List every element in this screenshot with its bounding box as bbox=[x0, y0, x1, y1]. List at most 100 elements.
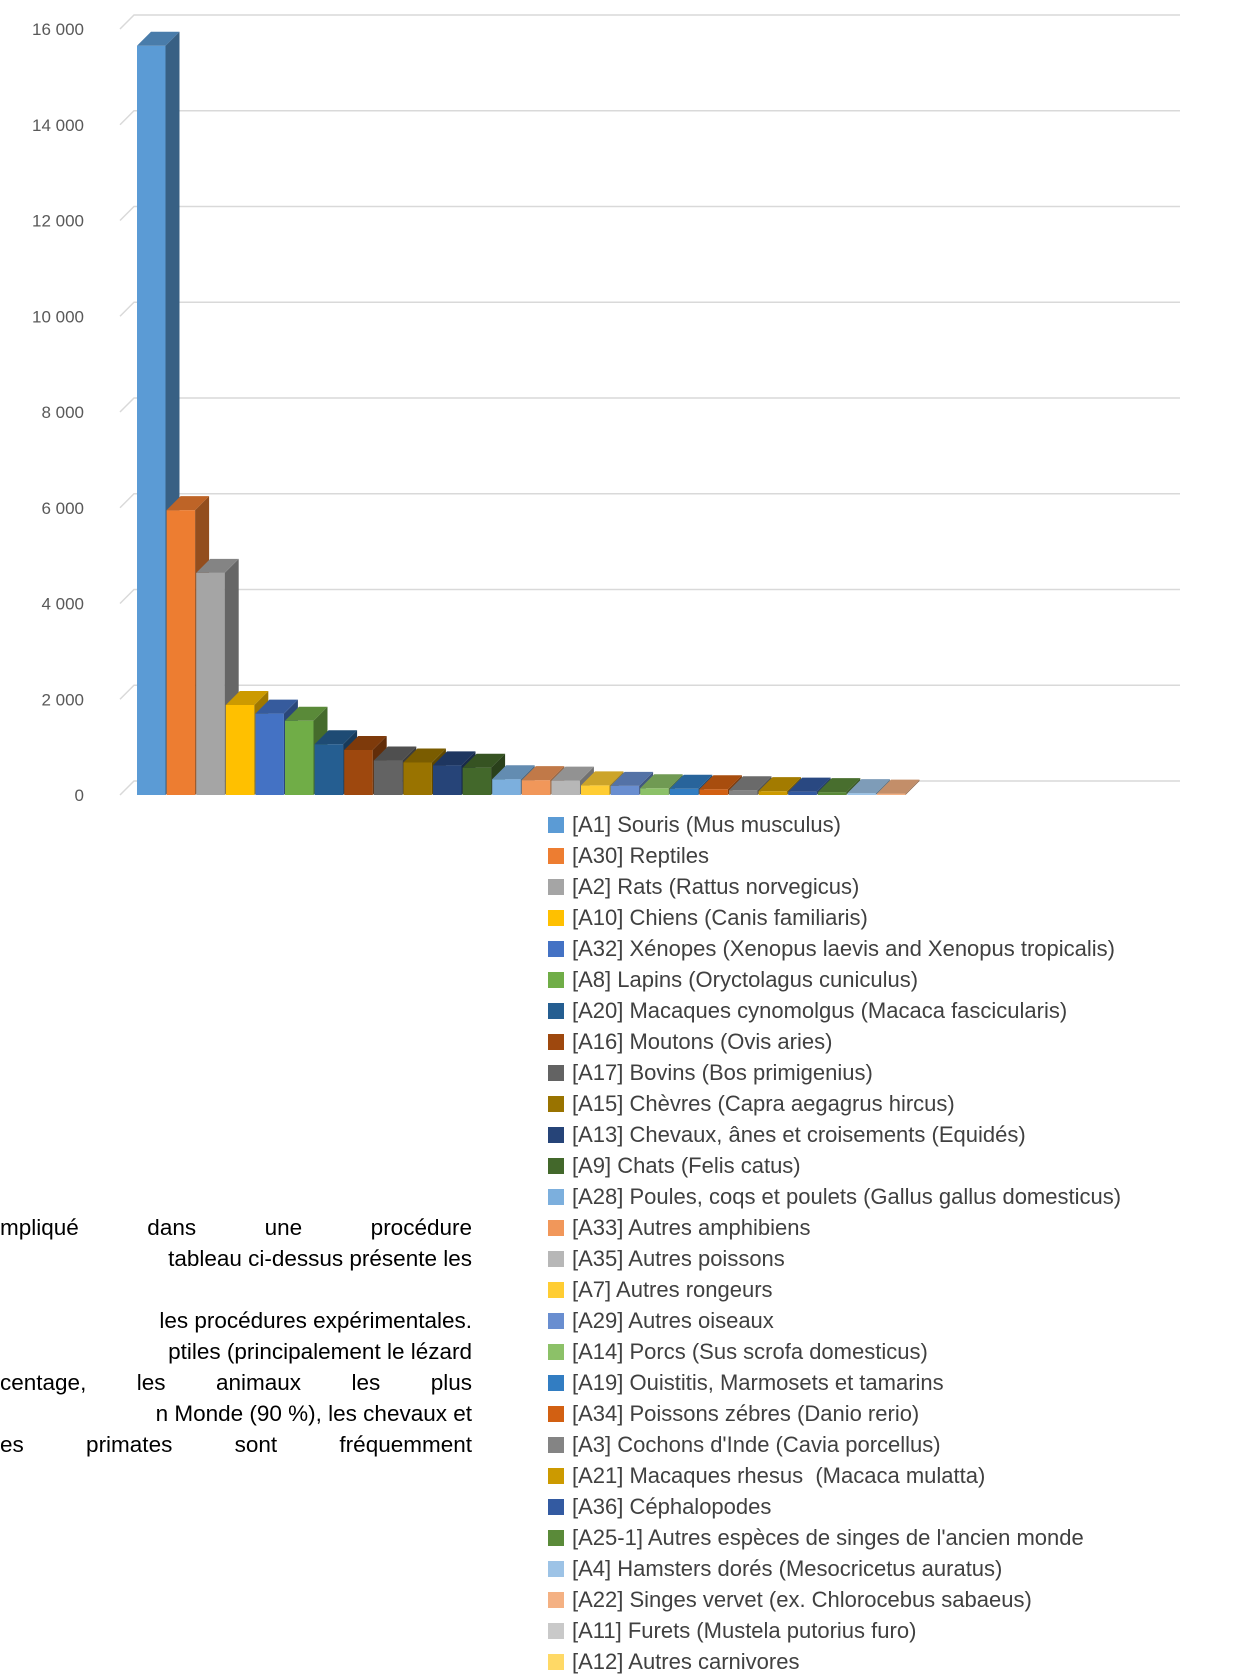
legend-label: [A17] Bovins (Bos primigenius) bbox=[572, 1059, 873, 1085]
legend-swatch bbox=[548, 878, 564, 895]
legend-label: [A3] Cochons d'Inde (Cavia porcellus) bbox=[572, 1431, 941, 1457]
legend-label: [A16] Moutons (Ovis aries) bbox=[572, 1028, 833, 1054]
legend-swatch bbox=[548, 1064, 564, 1081]
legend-entry: [A2] Rats (Rattus norvegicus) bbox=[548, 871, 1121, 902]
y-tick-label: 10 000 bbox=[32, 307, 84, 326]
legend-swatch bbox=[548, 940, 564, 957]
bar bbox=[847, 779, 890, 795]
legend-label: [A30] Reptiles bbox=[572, 842, 709, 868]
gridlines bbox=[119, 14, 1180, 796]
legend-entry: [A14] Porcs (Sus scrofa domesticus) bbox=[548, 1336, 1121, 1367]
legend-label: [A4] Hamsters dorés (Mesocricetus auratu… bbox=[572, 1555, 1003, 1581]
legend-swatch bbox=[548, 1157, 564, 1174]
gridline bbox=[119, 684, 1180, 700]
body-text-line: n Monde (90 %), les chevaux et bbox=[155, 1401, 472, 1426]
y-tick-label: 12 000 bbox=[32, 212, 84, 231]
legend-swatch bbox=[548, 1622, 564, 1639]
legend-label: [A22] Singes vervet (ex. Chlorocebus sab… bbox=[572, 1586, 1032, 1612]
gridline bbox=[119, 588, 1180, 605]
body-text-line: tableau ci-dessus présente les bbox=[168, 1246, 472, 1271]
legend-swatch bbox=[548, 1405, 564, 1422]
legend-swatch bbox=[548, 1033, 564, 1050]
legend-swatch bbox=[548, 1591, 564, 1608]
gridline bbox=[119, 493, 1180, 509]
legend-swatch bbox=[548, 1436, 564, 1453]
legend-swatch bbox=[548, 971, 564, 988]
legend-swatch bbox=[548, 1653, 564, 1670]
legend-swatch bbox=[548, 1498, 564, 1515]
legend-swatch bbox=[548, 1188, 564, 1205]
gridline bbox=[119, 397, 1180, 413]
legend-swatch bbox=[548, 1002, 564, 1019]
legend-label: [A20] Macaques cynomolgus (Macaca fascic… bbox=[572, 997, 1068, 1023]
legend-entry: [A22] Singes vervet (ex. Chlorocebus sab… bbox=[548, 1584, 1121, 1615]
gridline bbox=[119, 205, 1180, 222]
legend-label: [A14] Porcs (Sus scrofa domesticus) bbox=[572, 1338, 928, 1364]
legend-entry: [A16] Moutons (Ovis aries) bbox=[548, 1026, 1121, 1057]
legend-label: [A13] Chevaux, ânes et croisements (Equi… bbox=[572, 1121, 1026, 1147]
y-tick-label: 2 000 bbox=[41, 690, 84, 709]
legend-label: [A15] Chèvres (Capra aegagrus hircus) bbox=[572, 1090, 955, 1116]
legend-swatch bbox=[548, 1529, 564, 1546]
legend-label: [A33] Autres amphibiens bbox=[572, 1214, 811, 1240]
legend-entry: [A32] Xénopes (Xenopus laevis and Xenopu… bbox=[548, 933, 1121, 964]
legend-label: [A21] Macaques rhesus (Macaca mulatta) bbox=[572, 1462, 986, 1488]
body-text-line: es primates sont fréquemment bbox=[0, 1432, 472, 1457]
legend-swatch bbox=[548, 1281, 564, 1298]
legend-entry: [A29] Autres oiseaux bbox=[548, 1305, 1121, 1336]
legend-label: [A28] Poules, coqs et poulets (Gallus ga… bbox=[572, 1183, 1122, 1209]
legend-entry: [A33] Autres amphibiens bbox=[548, 1212, 1121, 1243]
legend-entry: [A30] Reptiles bbox=[548, 840, 1121, 871]
legend-swatch bbox=[548, 847, 564, 864]
legend-label: [A11] Furets (Mustela putorius furo) bbox=[572, 1617, 917, 1643]
legend-entry: [A3] Cochons d'Inde (Cavia porcellus) bbox=[548, 1429, 1121, 1460]
legend-entry: [A28] Poules, coqs et poulets (Gallus ga… bbox=[548, 1181, 1121, 1212]
legend-swatch bbox=[548, 1219, 564, 1236]
legend-label: [A12] Autres carnivores bbox=[572, 1648, 800, 1674]
y-tick-label: 4 000 bbox=[41, 595, 84, 614]
legend-entry: [A25-1] Autres espèces de singes de l'an… bbox=[548, 1522, 1121, 1553]
legend-entry: [A9] Chats (Felis catus) bbox=[548, 1150, 1121, 1181]
legend-entry: [A36] Céphalopodes bbox=[548, 1491, 1121, 1522]
y-tick-label: 16 000 bbox=[32, 20, 84, 39]
body-text: mpliqué dans une procédure tableau ci-de… bbox=[0, 1212, 472, 1460]
legend-entry: [A35] Autres poissons bbox=[548, 1243, 1121, 1274]
legend-entry: [A15] Chèvres (Capra aegagrus hircus) bbox=[548, 1088, 1121, 1119]
gridline bbox=[119, 301, 1180, 317]
body-text-line: ptiles (principalement le lézard bbox=[168, 1339, 472, 1364]
bar bbox=[877, 779, 920, 795]
legend-entry: [A17] Bovins (Bos primigenius) bbox=[548, 1057, 1121, 1088]
legend-label: [A2] Rats (Rattus norvegicus) bbox=[572, 873, 860, 899]
legend-entry: [A19] Ouistitis, Marmosets et tamarins bbox=[548, 1367, 1121, 1398]
body-text-line bbox=[0, 1274, 472, 1305]
legend-swatch bbox=[548, 1560, 564, 1577]
body-text-line: mpliqué dans une procédure bbox=[0, 1215, 472, 1240]
legend-label: [A25-1] Autres espèces de singes de l'an… bbox=[572, 1524, 1084, 1550]
legend-label: [A1] Souris (Mus musculus) bbox=[572, 811, 841, 837]
legend-swatch bbox=[548, 1250, 564, 1267]
legend-swatch bbox=[548, 1095, 564, 1112]
y-axis-ticks: 0 2 000 4 000 6 000 8 000 10 000 12 000 14 000 1… bbox=[32, 20, 84, 805]
legend-entry: [A1] Souris (Mus musculus) bbox=[548, 809, 1121, 840]
legend-label: [A9] Chats (Felis catus) bbox=[572, 1152, 801, 1178]
legend-label: [A7] Autres rongeurs bbox=[572, 1276, 773, 1302]
legend-label: [A10] Chiens (Canis familiaris) bbox=[572, 904, 868, 930]
y-tick-label: 0 bbox=[75, 786, 84, 805]
body-text-line: centage, les animaux les plus bbox=[0, 1370, 472, 1395]
legend-entry: [A20] Macaques cynomolgus (Macaca fascic… bbox=[548, 995, 1121, 1026]
legend-entry: [A34] Poissons zébres (Danio rerio) bbox=[548, 1398, 1121, 1429]
gridline bbox=[119, 110, 1180, 126]
legend-label: [A34] Poissons zébres (Danio rerio) bbox=[572, 1400, 920, 1426]
legend-label: [A35] Autres poissons bbox=[572, 1245, 785, 1271]
legend-label: [A32] Xénopes (Xenopus laevis and Xenopu… bbox=[572, 935, 1116, 961]
body-text-line: les procédures expérimentales. bbox=[159, 1308, 472, 1333]
legend-swatch bbox=[548, 1126, 564, 1143]
legend-label: [A36] Céphalopodes bbox=[572, 1493, 772, 1519]
y-tick-label: 8 000 bbox=[41, 403, 84, 422]
legend-entry: [A11] Furets (Mustela putorius furo) bbox=[548, 1615, 1121, 1646]
legend-swatch bbox=[548, 909, 564, 926]
gridline bbox=[119, 14, 1180, 30]
legend-label: [A29] Autres oiseaux bbox=[572, 1307, 774, 1333]
legend-entry: [A21] Macaques rhesus (Macaca mulatta) bbox=[548, 1460, 1121, 1491]
legend-swatch bbox=[548, 1374, 564, 1391]
